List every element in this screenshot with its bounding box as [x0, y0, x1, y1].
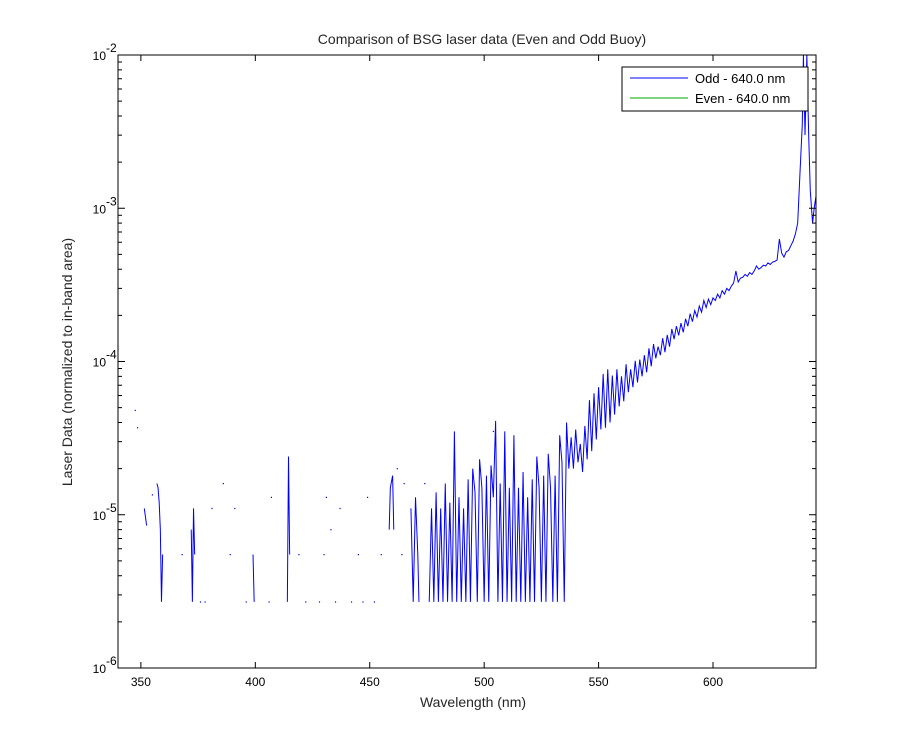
- series-0-point: [366, 496, 369, 498]
- series-0-point: [403, 482, 405, 485]
- y-tick-label-base: 10: [93, 509, 107, 523]
- y-axis-label: Laser Data (normalized to in-band area): [59, 238, 75, 486]
- series-0-line-segment: [388, 475, 395, 530]
- y-tick-label-exponent: -5: [106, 501, 117, 515]
- series-0-point: [211, 507, 213, 510]
- series-0-point: [357, 554, 359, 556]
- series-0-point: [323, 554, 325, 556]
- data-layer: [134, 55, 816, 603]
- series-0-point: [339, 507, 341, 510]
- series-0-line-segment: [143, 508, 148, 526]
- series-0-point: [401, 554, 403, 556]
- series-0-point: [424, 482, 426, 485]
- series-0-point: [305, 601, 307, 603]
- series-0-point: [330, 529, 332, 531]
- y-tick-label-base: 10: [93, 202, 107, 216]
- x-tick-label: 350: [131, 675, 151, 689]
- chart-title: Comparison of BSG laser data (Even and O…: [318, 31, 646, 47]
- series-0-line-segment: [190, 508, 196, 602]
- series-0-point: [151, 494, 154, 496]
- y-tick-label-exponent: -6: [106, 654, 117, 668]
- series-0-point: [136, 427, 139, 429]
- y-tick-label-exponent: -2: [106, 41, 117, 55]
- y-tick-label-base: 10: [93, 49, 107, 63]
- y-tick-label-base: 10: [93, 356, 107, 370]
- series-0-point: [334, 601, 337, 603]
- series-0-point: [268, 601, 270, 603]
- series-0-point: [222, 482, 224, 485]
- series-0-line-segment: [252, 554, 255, 602]
- x-axis-ticks: 350 400 450 500 550 600: [131, 55, 723, 689]
- series-0-point: [373, 601, 376, 603]
- series-0-point: [325, 496, 327, 498]
- series-0-point: [380, 554, 382, 556]
- series-0-line-segment: [286, 456, 291, 602]
- series-0-line-segment: [410, 497, 420, 602]
- series-0-point: [229, 554, 231, 556]
- y-axis-ticks: 10-610-510-410-310-2: [93, 41, 816, 676]
- series-0-point: [362, 601, 364, 603]
- series-0-line-segment: [156, 483, 164, 602]
- plot-area: [118, 55, 816, 668]
- series-0-point: [134, 409, 136, 412]
- y-tick-label-exponent: -4: [106, 348, 117, 362]
- series-0-line-segment: [428, 55, 816, 602]
- series-0-point: [204, 601, 206, 603]
- x-tick-label: 500: [474, 675, 494, 689]
- y-tick-label-base: 10: [93, 662, 107, 676]
- series-0-point: [396, 468, 398, 470]
- series-0-point: [199, 601, 202, 603]
- legend-entry-label: Even - 640.0 nm: [695, 91, 790, 106]
- series-0-point: [234, 507, 236, 510]
- x-tick-label: 400: [245, 675, 265, 689]
- series-0-point: [181, 554, 183, 556]
- series-0-point: [492, 430, 495, 433]
- legend-entry-label: Odd - 640.0 nm: [695, 71, 785, 86]
- x-tick-label: 450: [360, 675, 380, 689]
- y-tick-label-exponent: -3: [106, 194, 117, 208]
- x-axis-label: Wavelength (nm): [420, 694, 526, 710]
- series-0-point: [245, 601, 247, 603]
- series-0-point: [318, 601, 321, 603]
- x-tick-label: 600: [703, 675, 723, 689]
- series-0-point: [270, 496, 273, 498]
- x-tick-label: 550: [589, 675, 609, 689]
- legend: Odd - 640.0 nm Even - 640.0 nm: [621, 66, 809, 112]
- series-0-point: [298, 554, 300, 556]
- legend-box: [621, 66, 809, 112]
- series-0-point: [350, 601, 353, 603]
